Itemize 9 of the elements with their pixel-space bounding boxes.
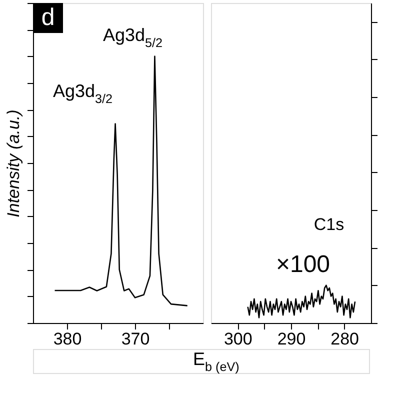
- y-axis-title: Intensity (a.u.): [4, 110, 23, 218]
- x-tick-label: 300: [224, 330, 252, 348]
- text: d: [41, 4, 55, 31]
- x-tick-label: 380: [53, 330, 82, 348]
- text: C1s: [314, 215, 344, 234]
- x-tick-label: 290: [277, 330, 306, 348]
- x-tick-label: 370: [121, 330, 150, 348]
- text: ×100: [276, 251, 330, 278]
- x-tick-label: 280: [330, 330, 360, 348]
